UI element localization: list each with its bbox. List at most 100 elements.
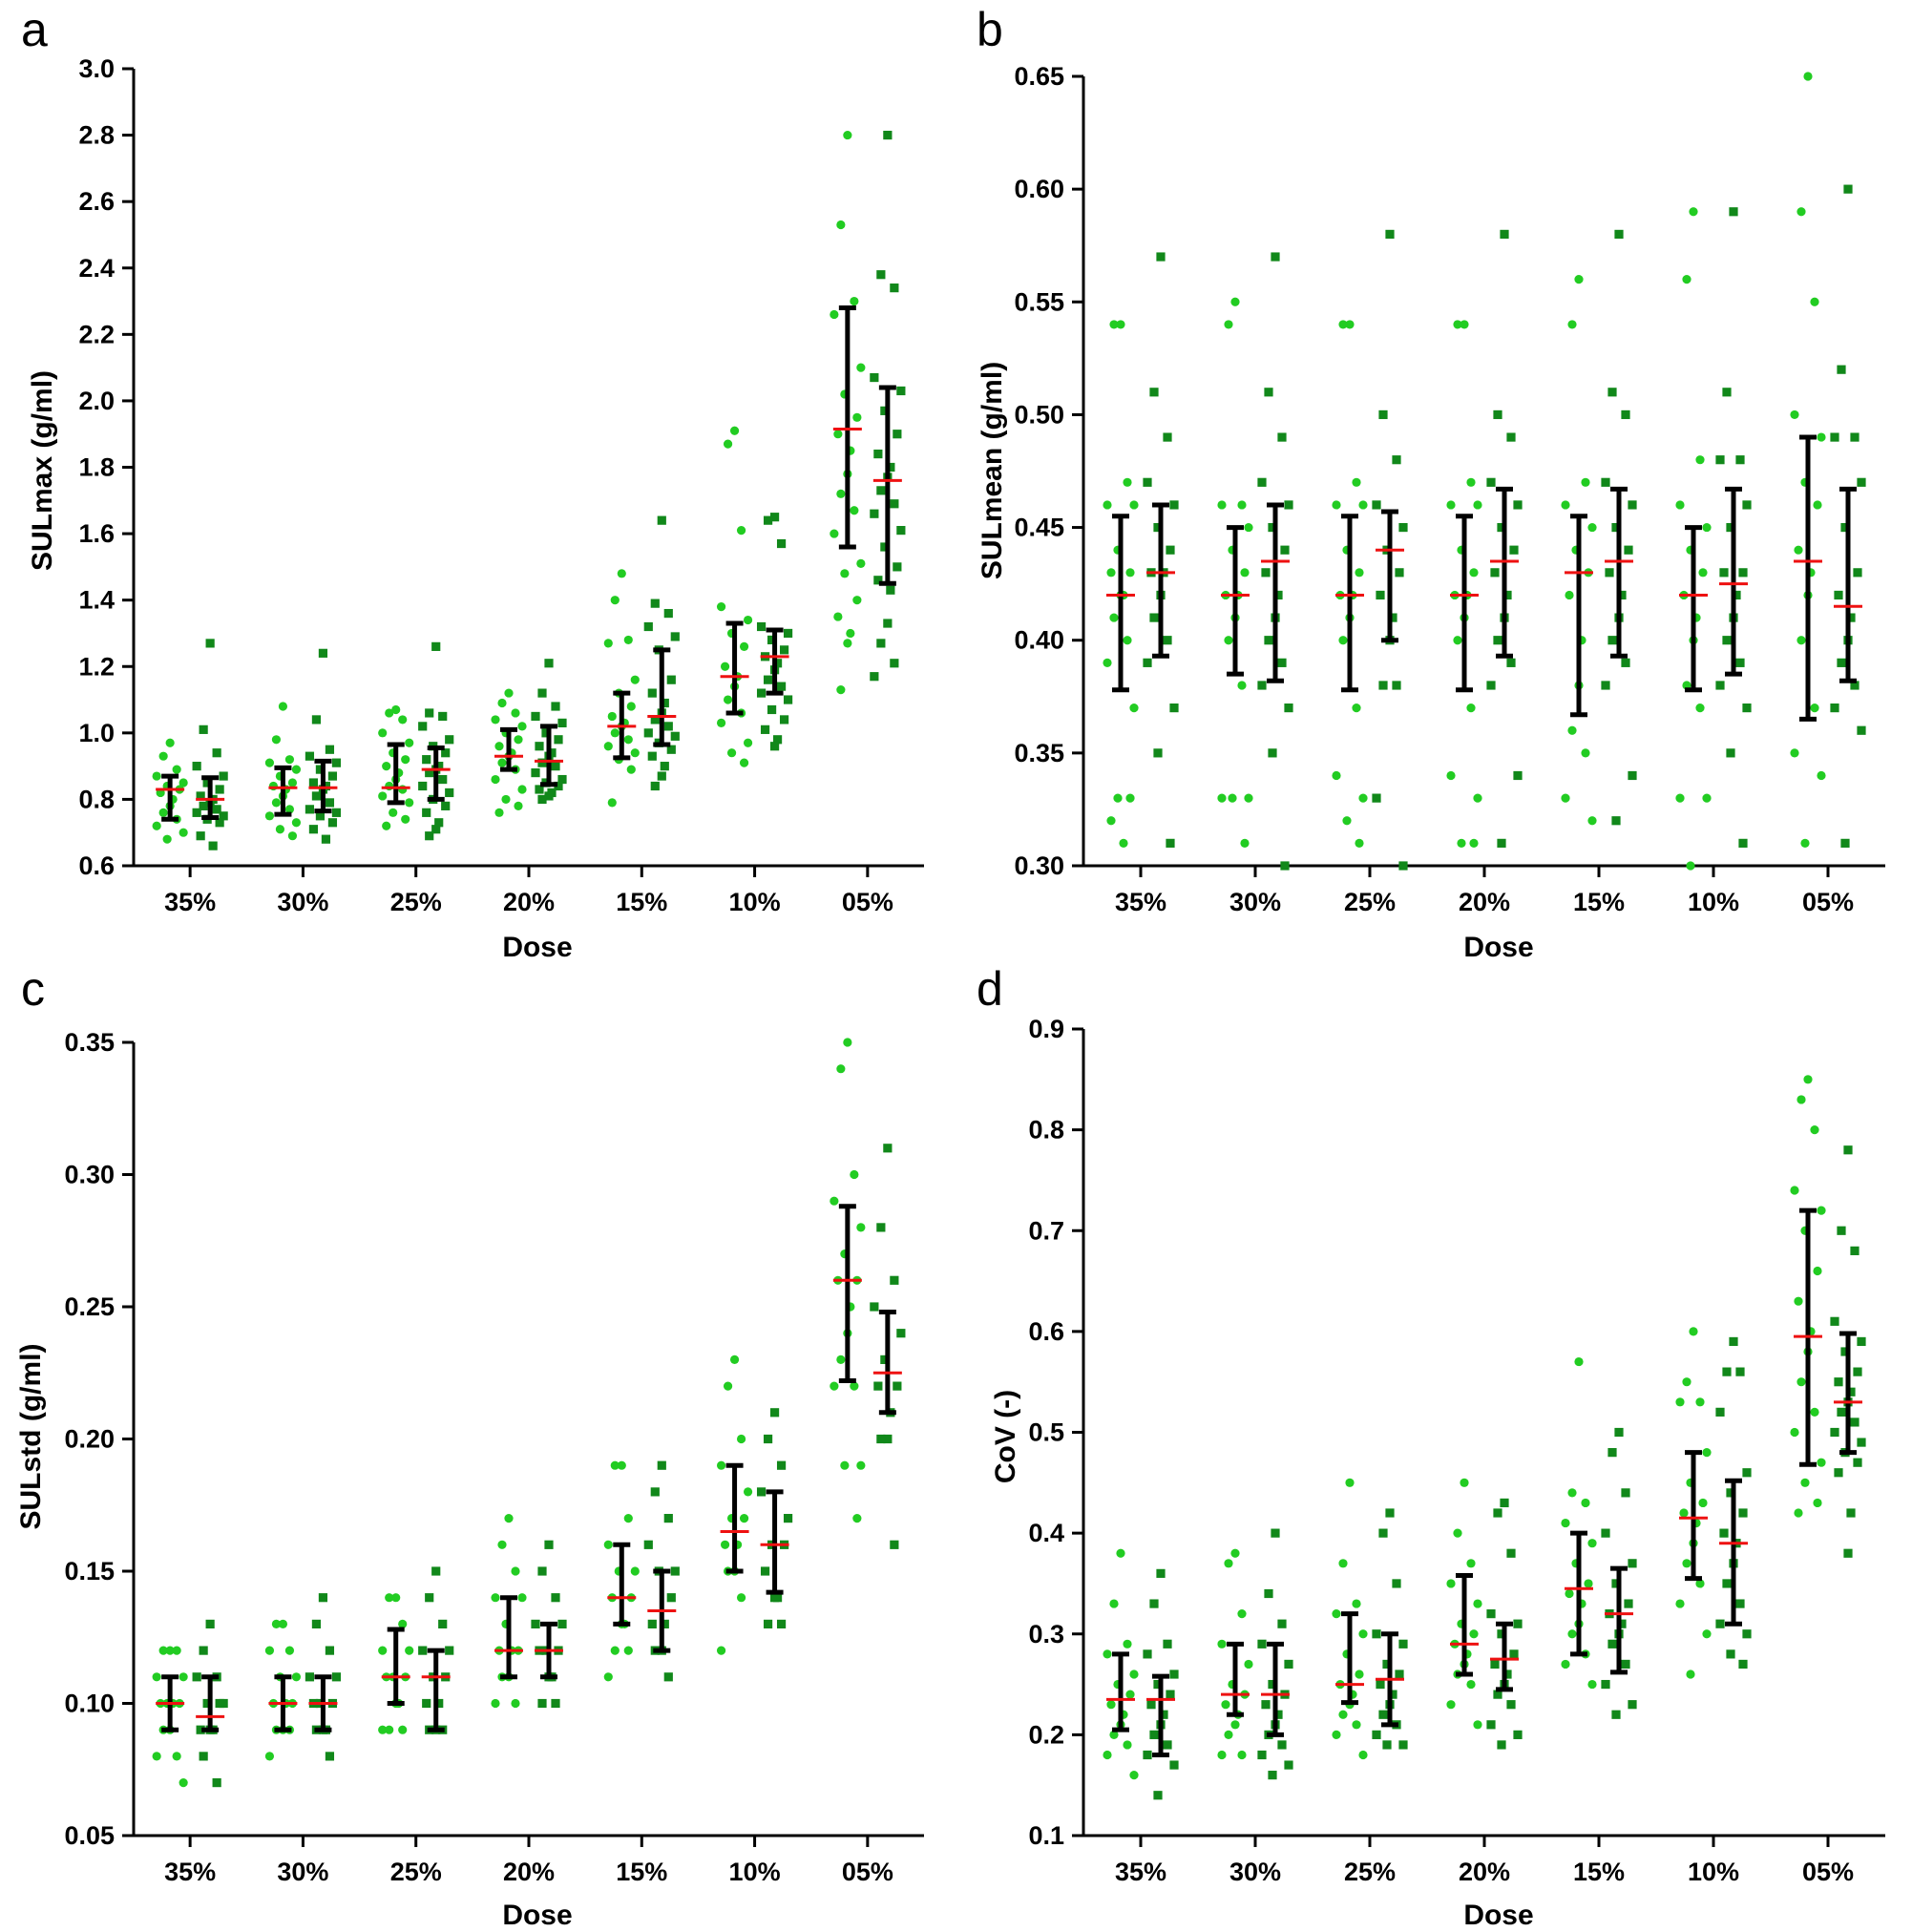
data-point-square — [647, 1619, 657, 1628]
data-point-square — [876, 270, 886, 280]
data-point-circle — [1469, 1629, 1479, 1639]
data-point-circle — [1813, 500, 1822, 510]
data-point-circle — [1352, 704, 1361, 713]
data-point-square — [1726, 1488, 1735, 1498]
data-point-square — [1264, 388, 1273, 397]
data-point-square — [890, 1540, 899, 1549]
data-point-circle — [378, 791, 388, 801]
data-point-circle — [623, 1514, 633, 1523]
y-tick-label: 0.10 — [64, 1690, 115, 1718]
data-point-circle — [1698, 568, 1708, 578]
data-point-square — [870, 672, 879, 682]
data-point-square — [1398, 861, 1408, 871]
data-point-circle — [1358, 1750, 1368, 1760]
data-point-circle — [856, 1223, 866, 1232]
data-point-circle — [720, 1540, 730, 1549]
data-point-square — [660, 762, 669, 771]
data-point-circle — [1217, 793, 1227, 803]
data-point-circle — [1446, 1579, 1456, 1588]
data-point-square — [880, 406, 890, 415]
data-point-square — [1268, 1771, 1277, 1780]
data-point-square — [1742, 704, 1752, 713]
y-tick-label: 1.6 — [78, 519, 115, 548]
data-point-square — [554, 781, 563, 791]
plot-area: 0.1 0.2 0.3 0.4 0.5 0.6 0.7 0.8 0.9 35% 30% 25% 20% 1… — [1028, 1015, 1885, 1886]
data-point-square — [1166, 838, 1175, 848]
data-point-circle — [626, 702, 636, 711]
data-point-square — [1153, 1791, 1163, 1800]
data-point-circle — [491, 715, 500, 724]
data-point-circle — [610, 1646, 620, 1655]
data-point-circle — [1446, 1700, 1456, 1710]
data-point-square — [663, 1672, 673, 1682]
data-point-square — [1486, 477, 1496, 487]
data-point-square — [1149, 613, 1159, 622]
data-point-square — [1388, 1690, 1397, 1699]
data-point-square — [212, 805, 221, 814]
data-point-circle — [856, 1460, 866, 1470]
data-point-circle — [378, 1646, 388, 1655]
data-point-square — [199, 801, 208, 810]
data-point-square — [1284, 500, 1293, 510]
data-point-circle — [1109, 613, 1119, 622]
data-point-circle — [385, 708, 394, 718]
data-point-circle — [152, 821, 161, 830]
data-point-square — [1735, 1367, 1745, 1376]
data-point-circle — [275, 825, 285, 834]
data-point-circle — [1473, 793, 1482, 803]
data-point-square — [219, 811, 228, 821]
data-point-square — [434, 1698, 444, 1709]
data-point-square — [1607, 388, 1617, 397]
data-point-square — [544, 659, 554, 668]
data-point-circle — [726, 748, 737, 758]
data-point-square — [1846, 1387, 1856, 1396]
data-point-circle — [1800, 838, 1810, 848]
data-point-square — [1268, 1679, 1277, 1690]
data-point-circle — [517, 1593, 527, 1603]
y-tick-label: 0.30 — [1014, 851, 1064, 880]
data-point-circle — [264, 1646, 275, 1655]
data-point-circle — [743, 615, 753, 625]
x-tick-label: 25% — [1344, 1858, 1396, 1886]
data-point-square — [1513, 500, 1523, 510]
data-point-square — [1601, 477, 1610, 487]
data-point-square — [1378, 1528, 1388, 1538]
data-point-square — [890, 284, 899, 293]
data-point-circle — [152, 1752, 161, 1761]
data-point-square — [1853, 568, 1862, 578]
data-point-circle — [501, 794, 511, 805]
data-point-square — [219, 771, 228, 781]
x-tick-label: 20% — [1459, 888, 1510, 916]
data-point-square — [1261, 568, 1271, 578]
data-point-circle — [630, 675, 640, 684]
data-point-circle — [514, 735, 523, 745]
data-point-square — [215, 785, 224, 794]
y-tick-label: 1.0 — [78, 719, 115, 747]
data-point-square — [890, 499, 899, 509]
data-point-circle — [1355, 1670, 1364, 1679]
data-point-circle — [1675, 500, 1685, 510]
data-point-square — [1509, 545, 1519, 555]
data-point-square — [321, 834, 331, 844]
data-point-square — [650, 715, 660, 724]
data-point-square — [1726, 522, 1735, 533]
data-point-square — [1277, 1619, 1287, 1628]
data-point-square — [1614, 1427, 1624, 1438]
data-point-square — [756, 621, 767, 632]
data-point-square — [1624, 545, 1633, 555]
data-point-square — [212, 748, 221, 758]
data-point-circle — [287, 778, 298, 788]
data-point-square — [767, 704, 777, 715]
data-point-square — [1163, 1740, 1172, 1750]
data-point-square — [1621, 1488, 1630, 1498]
data-point-circle — [843, 639, 852, 648]
x-tick-label: 20% — [503, 1858, 555, 1886]
x-axis-title: Dose — [1463, 932, 1533, 963]
data-point-circle — [497, 1540, 507, 1549]
data-point-circle — [1103, 1750, 1112, 1760]
data-point-circle — [1682, 275, 1691, 284]
data-point-square — [1163, 636, 1172, 645]
data-point-circle — [852, 1514, 862, 1523]
data-point-square — [883, 1434, 893, 1444]
data-point-square — [883, 1144, 893, 1153]
